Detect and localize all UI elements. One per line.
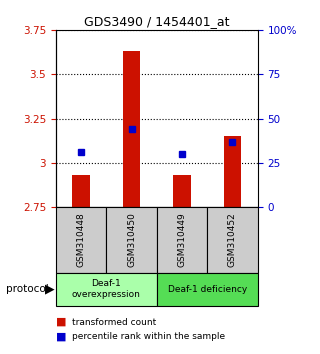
Bar	[224, 136, 241, 207]
Text: GSM310449: GSM310449	[178, 212, 187, 267]
Text: ■: ■	[56, 317, 67, 327]
Text: ■: ■	[56, 331, 67, 341]
Text: Deaf-1
overexpression: Deaf-1 overexpression	[72, 279, 141, 299]
Text: Deaf-1 deficiency: Deaf-1 deficiency	[168, 285, 247, 294]
Text: transformed count: transformed count	[72, 318, 156, 327]
Bar	[173, 175, 191, 207]
Text: ▶: ▶	[45, 283, 54, 296]
Title: GDS3490 / 1454401_at: GDS3490 / 1454401_at	[84, 15, 229, 28]
Text: GSM310452: GSM310452	[228, 212, 237, 267]
Text: GSM310448: GSM310448	[77, 212, 86, 267]
Text: GSM310450: GSM310450	[127, 212, 136, 267]
Text: percentile rank within the sample: percentile rank within the sample	[72, 332, 225, 341]
Bar	[72, 175, 90, 207]
Text: protocol: protocol	[6, 284, 49, 295]
Bar	[123, 51, 140, 207]
